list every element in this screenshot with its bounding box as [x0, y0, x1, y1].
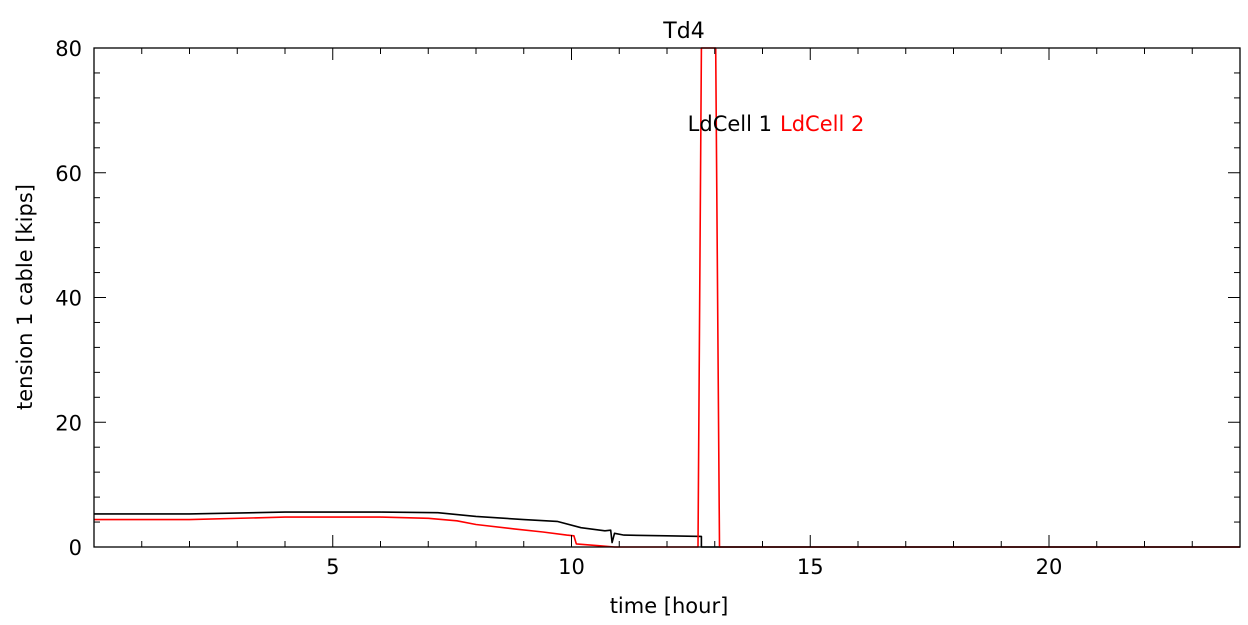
legend-label-2: LdCell 2: [780, 112, 864, 136]
plot-frame: [93, 47, 1241, 548]
legend: LdCell 1 LdCell 2: [688, 112, 865, 136]
y-tick-label: 40: [55, 287, 82, 311]
series-line-1: [94, 511, 1240, 548]
y-axis-label: tension 1 cable [kips]: [13, 184, 37, 410]
x-tick-label: 15: [797, 555, 824, 579]
chart-title: Td4: [662, 19, 704, 44]
x-tick-label: 10: [558, 555, 585, 579]
x-tick-label: 5: [326, 555, 339, 579]
series-line-2: [94, 47, 1240, 548]
axes: 5 10 15 20 0 20 40 60 80: [55, 37, 1241, 579]
x-axis-label: time [hour]: [610, 594, 729, 618]
y-tick-label: 60: [55, 162, 82, 186]
legend-label-1: LdCell 1: [688, 112, 772, 136]
plot-area: [94, 47, 1240, 548]
y-tick-label: 0: [69, 536, 82, 560]
y-tick-label: 80: [55, 37, 82, 61]
y-tick-label: 20: [55, 411, 82, 435]
x-tick-label: 20: [1036, 555, 1063, 579]
